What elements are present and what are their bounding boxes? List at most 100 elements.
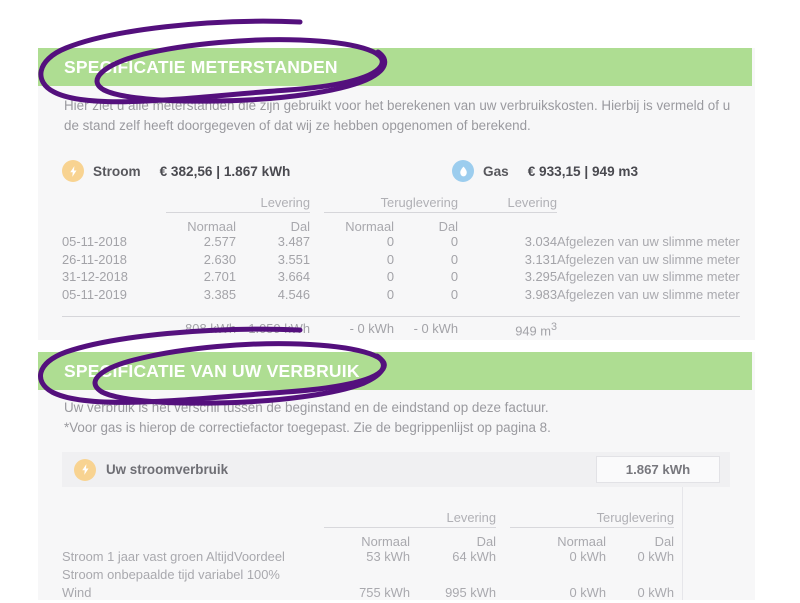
table-group-header-row: Levering Teruglevering bbox=[62, 505, 674, 528]
meterstanden-intro: Hier ziet u alle meterstanden die zijn g… bbox=[64, 96, 754, 136]
sub-header-teruglevering-normaal: Normaal bbox=[345, 219, 394, 234]
row-levering-normaal: 755 kWh bbox=[359, 585, 410, 600]
row-gas-levering: 3.034 bbox=[524, 234, 557, 249]
stroomverbruik-summary-card: Uw stroomverbruik 1.867 kWh bbox=[62, 452, 730, 487]
row-teruglevering-normaal: 0 bbox=[386, 251, 394, 267]
row-levering-normaal: 53 kWh bbox=[366, 549, 410, 564]
table-total-row: 949 m3 bbox=[452, 316, 740, 342]
group-header-levering: Levering bbox=[452, 190, 557, 213]
row-levering-normaal: 2.577 bbox=[203, 234, 236, 249]
total-gas-value: 949 m bbox=[515, 323, 552, 339]
row-teruglevering-normaal: 0 bbox=[386, 286, 394, 302]
table-row: 3.295 Afgelezen van uw slimme meter bbox=[452, 269, 740, 287]
gas-heading: Gas € 933,15 | 949 m3 bbox=[452, 160, 638, 182]
table-group-header-row: Levering bbox=[452, 190, 740, 213]
total-levering-normaal: 808 kWh bbox=[166, 316, 236, 342]
row-teruglevering-normaal: 0 kWh bbox=[569, 585, 606, 600]
verbruik-producten-table: Levering Teruglevering Normaal Dal Norma… bbox=[62, 505, 674, 603]
row-levering-dal: 3.551 bbox=[277, 251, 310, 267]
stroom-meterstanden-table: Levering Teruglevering Normaal Dal Norma… bbox=[62, 190, 458, 342]
row-levering-dal: 4.546 bbox=[277, 286, 310, 302]
section-header-meterstanden-label: SPECIFICATIE METERSTANDEN bbox=[64, 56, 338, 77]
table-row: Stroom onbepaalde tijd variabel 100% bbox=[62, 567, 674, 585]
section-header-meterstanden: SPECIFICATIE METERSTANDEN bbox=[38, 48, 752, 86]
row-teruglevering-dal: 0 bbox=[450, 286, 458, 302]
group-header-levering: Levering bbox=[166, 190, 310, 213]
total-teruglevering-dal: - 0 kWh bbox=[394, 316, 458, 342]
table-total-row: 808 kWh 1.059 kWh - 0 kWh - 0 kWh bbox=[62, 316, 458, 342]
row-levering-dal: 64 kWh bbox=[452, 549, 496, 564]
table-row: 05-11-2018 2.577 3.487 0 0 bbox=[62, 234, 458, 252]
lightning-bolt-icon bbox=[62, 160, 84, 182]
total-teruglevering-normaal: - 0 kWh bbox=[324, 316, 394, 342]
meterstanden-intro-line-2: de stand zelf heeft doorgegeven of dat w… bbox=[64, 118, 531, 133]
row-teruglevering-dal: 0 bbox=[450, 251, 458, 267]
total-gas: 949 m3 bbox=[452, 316, 557, 342]
table-sub-header-row: Normaal Dal Normaal Dal bbox=[62, 213, 458, 234]
row-teruglevering-normaal: 0 bbox=[386, 269, 394, 285]
row-gas-levering: 3.295 bbox=[524, 269, 557, 285]
sub-header-teruglevering-normaal: Normaal bbox=[557, 534, 606, 549]
table-row: 31-12-2018 2.701 3.664 0 0 bbox=[62, 269, 458, 287]
table-row: 3.034 Afgelezen van uw slimme meter bbox=[452, 234, 740, 252]
row-product-name: Stroom onbepaalde tijd variabel 100% bbox=[62, 567, 280, 582]
stroomverbruik-label: Uw stroomverbruik bbox=[106, 462, 229, 477]
sub-header-teruglevering-dal: Dal bbox=[654, 534, 674, 549]
stroom-label: Stroom bbox=[93, 163, 141, 179]
row-teruglevering-normaal: 0 bbox=[386, 234, 394, 249]
table-row: 05-11-2019 3.385 4.546 0 0 bbox=[62, 287, 458, 305]
sub-header-teruglevering-dal: Dal bbox=[438, 219, 458, 234]
table-spacer bbox=[62, 304, 458, 317]
row-levering-normaal: 3.385 bbox=[203, 286, 236, 302]
gas-label: Gas bbox=[483, 163, 509, 179]
table-row: 26-11-2018 2.630 3.551 0 0 bbox=[62, 252, 458, 270]
row-date: 05-11-2018 bbox=[62, 234, 127, 249]
row-teruglevering-normaal: 0 kWh bbox=[569, 549, 606, 564]
section-header-verbruik-label: SPECIFICATIE VAN UW VERBRUIK bbox=[64, 360, 360, 381]
row-levering-dal: 3.487 bbox=[277, 234, 310, 249]
section-header-verbruik: SPECIFICATIE VAN UW VERBRUIK bbox=[38, 352, 752, 390]
gas-amount: € 933,15 | 949 m3 bbox=[527, 163, 639, 179]
row-date: 26-11-2018 bbox=[62, 251, 127, 267]
row-gas-levering: 3.131 bbox=[524, 251, 557, 267]
table-row: Wind 755 kWh 995 kWh 0 kWh 0 kWh bbox=[62, 585, 674, 603]
row-levering-normaal: 2.701 bbox=[203, 269, 236, 285]
table-sub-header-row: Normaal Dal Normaal Dal bbox=[62, 528, 674, 549]
table-row: 3.983 Afgelezen van uw slimme meter bbox=[452, 287, 740, 305]
row-teruglevering-dal: 0 kWh bbox=[637, 585, 674, 600]
lightning-bolt-icon bbox=[74, 458, 96, 481]
row-date: 31-12-2018 bbox=[62, 269, 128, 285]
stroom-amount: € 382,56 | 1.867 kWh bbox=[159, 163, 291, 179]
sub-header-levering-normaal: Normaal bbox=[361, 534, 410, 549]
row-gas-note: Afgelezen van uw slimme meter bbox=[557, 269, 740, 285]
sub-header-levering-dal: Dal bbox=[290, 219, 310, 234]
row-teruglevering-dal: 0 bbox=[450, 269, 458, 285]
row-levering-dal: 3.664 bbox=[277, 269, 310, 285]
row-product-name: Stroom 1 jaar vast groen AltijdVoordeel bbox=[62, 549, 285, 564]
row-levering-normaal: 2.630 bbox=[203, 251, 236, 267]
sub-header-levering-normaal: Normaal bbox=[187, 219, 236, 234]
table-row: Stroom 1 jaar vast groen AltijdVoordeel … bbox=[62, 549, 674, 567]
row-gas-note: Afgelezen van uw slimme meter bbox=[557, 251, 740, 267]
table-group-header-row: Levering Teruglevering bbox=[62, 190, 458, 213]
row-gas-note: Afgelezen van uw slimme meter bbox=[557, 286, 740, 302]
row-gas-note: Afgelezen van uw slimme meter bbox=[557, 234, 740, 249]
total-gas-unit-exponent: 3 bbox=[551, 321, 557, 334]
vertical-divider bbox=[682, 487, 683, 600]
gas-meterstanden-table: Levering 3.034 Afgelezen van uw slimme m… bbox=[452, 190, 740, 342]
meterstanden-intro-line-1: Hier ziet u alle meterstanden die zijn g… bbox=[64, 98, 731, 113]
row-gas-levering: 3.983 bbox=[524, 286, 557, 302]
group-header-teruglevering: Teruglevering bbox=[510, 505, 674, 528]
verbruik-intro-line-1: Uw verbruik is het verschil tussen de be… bbox=[64, 400, 549, 415]
row-levering-dal: 995 kWh bbox=[445, 585, 496, 600]
row-product-name-line-2: Wind bbox=[62, 585, 92, 600]
table-spacer bbox=[452, 304, 740, 317]
verbruik-intro-line-2: *Voor gas is hierop de correctiefactor t… bbox=[64, 420, 551, 435]
table-sub-header-row bbox=[452, 213, 740, 235]
verbruik-intro: Uw verbruik is het verschil tussen de be… bbox=[64, 398, 754, 438]
stroom-heading: Stroom € 382,56 | 1.867 kWh bbox=[62, 160, 290, 182]
gas-flame-icon bbox=[452, 160, 474, 182]
stroomverbruik-amount: 1.867 kWh bbox=[596, 456, 720, 483]
sub-header-levering-dal: Dal bbox=[476, 534, 496, 549]
